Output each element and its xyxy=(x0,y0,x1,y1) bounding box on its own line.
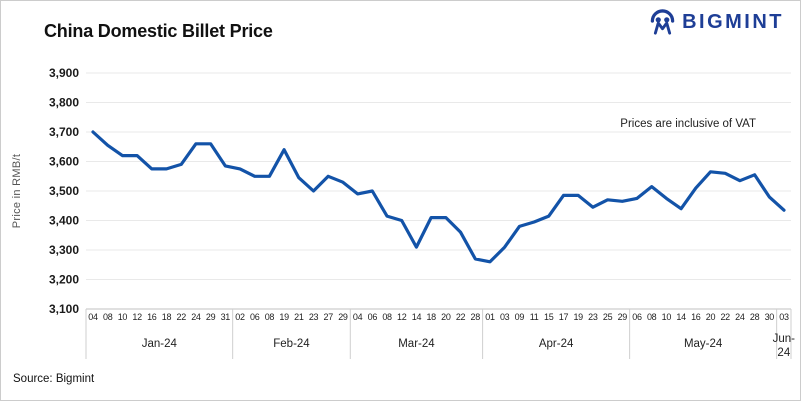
price-line xyxy=(91,130,786,264)
month-label: 24 xyxy=(777,347,790,359)
bigmint-logo: BIGMINT xyxy=(649,9,784,36)
day-tick-label: 16 xyxy=(691,312,701,322)
month-label: Mar-24 xyxy=(398,338,435,350)
y-tick-label: 3,900 xyxy=(49,66,79,80)
day-tick-label: 04 xyxy=(88,312,98,322)
day-tick-label: 06 xyxy=(250,312,260,322)
day-tick-label: 24 xyxy=(735,312,745,322)
bigmint-logo-text: BIGMINT xyxy=(682,11,784,33)
day-tick-label: 12 xyxy=(397,312,407,322)
day-tick-label: 28 xyxy=(471,312,481,322)
day-tick-label: 03 xyxy=(500,312,510,322)
day-tick-label: 19 xyxy=(573,312,583,322)
day-tick-label: 27 xyxy=(324,312,334,322)
chart-title: China Domestic Billet Price xyxy=(44,21,273,41)
day-tick-label: 22 xyxy=(720,312,730,322)
day-tick-label: 15 xyxy=(544,312,554,322)
day-tick-label: 10 xyxy=(662,312,672,322)
month-label: May-24 xyxy=(684,338,723,350)
month-label: Apr-24 xyxy=(539,338,574,350)
day-tick-label: 08 xyxy=(265,312,275,322)
day-tick-label: 22 xyxy=(177,312,187,322)
day-tick-label: 08 xyxy=(382,312,392,322)
day-tick-label: 09 xyxy=(515,312,525,322)
month-label: Jan-24 xyxy=(142,338,178,350)
day-tick-label: 04 xyxy=(353,312,363,322)
y-axis-title: Price in RMB/t xyxy=(11,153,23,229)
day-tick-label: 17 xyxy=(559,312,569,322)
day-tick-label: 28 xyxy=(750,312,760,322)
day-tick-label: 16 xyxy=(147,312,157,322)
day-tick-label: 06 xyxy=(632,312,642,322)
y-tick-label: 3,200 xyxy=(49,273,79,287)
day-tick-label: 01 xyxy=(485,312,495,322)
month-label: Jun- xyxy=(773,333,796,345)
day-tick-label: 18 xyxy=(162,312,172,322)
x-axis-month-labels: Jan-24 Feb-24 Mar-24 Apr-24 May-24 Jun- 24 xyxy=(142,333,795,359)
y-tick-label: 3,800 xyxy=(49,96,79,110)
y-tick-label: 3,600 xyxy=(49,155,79,169)
day-tick-label: 24 xyxy=(191,312,201,322)
day-tick-label: 14 xyxy=(676,312,686,322)
day-tick-label: 29 xyxy=(206,312,216,322)
day-tick-label: 30 xyxy=(765,312,775,322)
month-label: Feb-24 xyxy=(273,338,310,350)
month-separators xyxy=(85,309,792,359)
day-tick-label: 14 xyxy=(412,312,422,322)
y-tick-label: 3,400 xyxy=(49,214,79,228)
gridlines xyxy=(86,72,791,310)
y-axis-labels: 3,900 3,800 3,700 3,600 3,500 3,400 3,300 3,200… xyxy=(49,66,79,316)
y-tick-label: 3,300 xyxy=(49,243,79,257)
day-tick-label: 31 xyxy=(221,312,231,322)
day-tick-label: 21 xyxy=(294,312,304,322)
y-tick-label: 3,500 xyxy=(49,184,79,198)
x-axis-day-labels: 04 08 10 12 16 18 22 24 29 31 02 06 08 19 21 23 27 29 04 06… xyxy=(88,312,789,322)
day-tick-label: 29 xyxy=(338,312,348,322)
y-tick-label: 3,100 xyxy=(49,302,79,316)
day-tick-label: 11 xyxy=(530,312,539,322)
day-tick-label: 06 xyxy=(368,312,378,322)
day-tick-label: 20 xyxy=(441,312,451,322)
day-tick-label: 18 xyxy=(426,312,436,322)
y-tick-label: 3,700 xyxy=(49,125,79,139)
day-tick-label: 23 xyxy=(309,312,319,322)
day-tick-label: 25 xyxy=(603,312,613,322)
day-tick-label: 10 xyxy=(118,312,128,322)
day-tick-label: 08 xyxy=(647,312,657,322)
day-tick-label: 20 xyxy=(706,312,716,322)
day-tick-label: 23 xyxy=(588,312,598,322)
source-note: Source: Bigmint xyxy=(13,373,95,385)
day-tick-label: 08 xyxy=(103,312,113,322)
day-tick-label: 03 xyxy=(779,312,789,322)
vat-annotation: Prices are inclusive of VAT xyxy=(620,118,756,130)
day-tick-label: 19 xyxy=(279,312,289,322)
day-tick-label: 02 xyxy=(235,312,245,322)
day-tick-label: 22 xyxy=(456,312,466,322)
bigmint-logo-icon xyxy=(650,9,675,35)
day-tick-label: 29 xyxy=(618,312,628,322)
day-tick-label: 12 xyxy=(132,312,142,322)
